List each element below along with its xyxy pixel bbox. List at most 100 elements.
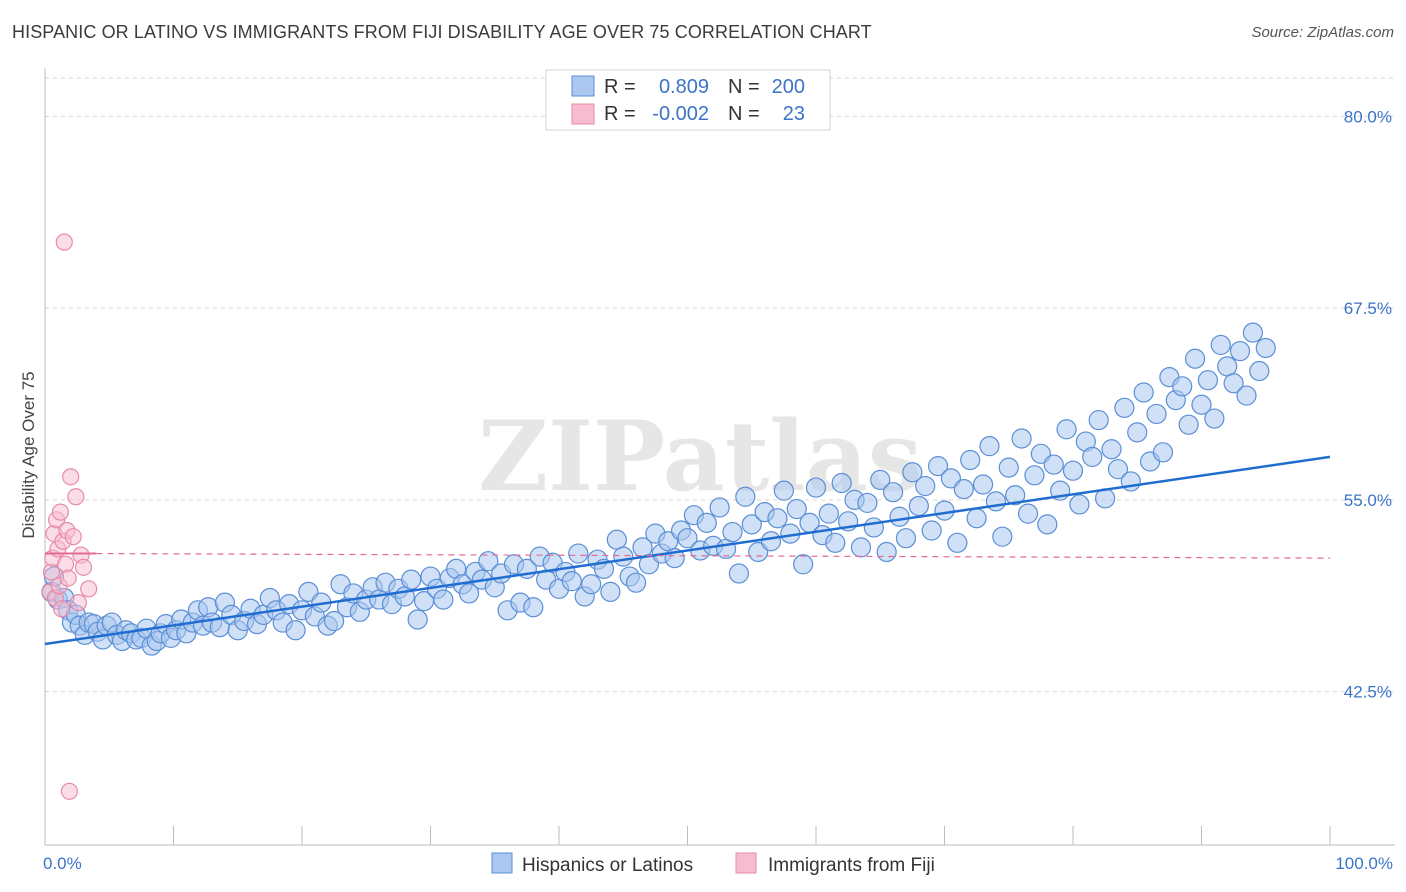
- point-hispanics-66: [407, 609, 428, 630]
- point-hispanics-140: [882, 482, 904, 503]
- point-hispanics-148: [934, 500, 955, 521]
- point-hispanics-192: [1217, 356, 1238, 377]
- legend-n-value-2: 23: [783, 103, 805, 125]
- legend-r-label-2: R =: [604, 103, 636, 125]
- point-hispanics-174: [1101, 439, 1122, 460]
- point-hispanics-47: [285, 620, 306, 641]
- point-hispanics-164: [1037, 514, 1058, 535]
- point-hispanics-118: [741, 514, 762, 535]
- x-tick-labels: 0.0% 100.0%: [43, 854, 1393, 873]
- point-hispanics-172: [1088, 409, 1109, 431]
- bottom-legend-label-2: Immigrants from Fiji: [768, 855, 935, 876]
- point-fiji-16: [62, 468, 80, 486]
- axes: [44, 68, 1395, 846]
- point-hispanics-147: [927, 456, 949, 477]
- point-hispanics-196: [1242, 322, 1264, 343]
- stats-legend: R = 0.809 N = 200 R = -0.002 N = 23: [545, 69, 831, 131]
- point-hispanics-161: [1017, 503, 1039, 524]
- point-hispanics-194: [1229, 340, 1251, 362]
- point-hispanics-153: [966, 508, 987, 529]
- point-fiji-18: [67, 488, 85, 506]
- point-hispanics-84: [523, 597, 544, 618]
- point-hispanics-167: [1056, 419, 1077, 440]
- point-hispanics-178: [1127, 422, 1148, 443]
- point-hispanics-145: [915, 475, 936, 497]
- point-hispanics-154: [972, 474, 994, 495]
- point-hispanics-117: [735, 486, 756, 507]
- point-hispanics-186: [1178, 414, 1199, 435]
- y-tick-labels: 42.5% 55.0% 67.5% 80.0%: [1344, 107, 1392, 701]
- point-fiji-22: [80, 580, 98, 598]
- point-hispanics-125: [786, 498, 807, 520]
- series-fiji-points: [41, 233, 98, 800]
- point-hispanics-175: [1107, 459, 1129, 480]
- point-hispanics-139: [876, 541, 897, 563]
- y-tick-label-0: 42.5%: [1344, 683, 1392, 702]
- point-hispanics-146: [921, 520, 942, 541]
- legend-n-label-1: N =: [728, 76, 760, 98]
- point-hispanics-113: [709, 497, 730, 518]
- bottom-legend-swatch-blue: [491, 852, 513, 874]
- legend-r-value-2: -0.002: [652, 103, 709, 125]
- bottom-legend-label-1: Hispanics or Latinos: [522, 855, 693, 876]
- point-hispanics-128: [805, 477, 827, 498]
- point-hispanics-122: [767, 508, 788, 529]
- point-hispanics-111: [696, 512, 717, 533]
- point-hispanics-165: [1043, 454, 1064, 475]
- point-hispanics-130: [818, 503, 839, 524]
- point-hispanics-100: [625, 572, 647, 593]
- point-hispanics-142: [895, 528, 917, 549]
- y-tick-label-1: 55.0%: [1344, 491, 1392, 510]
- point-fiji-8: [51, 503, 70, 521]
- point-hispanics-162: [1024, 465, 1045, 486]
- point-hispanics-181: [1146, 403, 1167, 425]
- point-hispanics-137: [863, 517, 884, 538]
- point-hispanics-96: [600, 581, 621, 602]
- point-hispanics-65: [401, 569, 422, 590]
- legend-n-label-2: N =: [728, 103, 760, 125]
- point-fiji-11: [55, 233, 73, 251]
- point-hispanics-158: [998, 457, 1019, 478]
- point-hispanics-168: [1062, 460, 1084, 481]
- point-fiji-21: [74, 558, 93, 576]
- bottom-legend-swatch-pink: [735, 852, 757, 874]
- source-label: Source: ZipAtlas.com: [1251, 24, 1394, 41]
- point-hispanics-191: [1210, 334, 1231, 356]
- point-hispanics-156: [985, 491, 1007, 512]
- point-hispanics-187: [1184, 348, 1206, 369]
- point-hispanics-185: [1172, 376, 1193, 397]
- legend-r-value-1: 0.809: [659, 76, 709, 98]
- point-hispanics-171: [1082, 446, 1103, 467]
- point-hispanics-91: [568, 543, 589, 564]
- legend-swatch-pink: [571, 103, 595, 125]
- y-axis-title: Disability Age Over 75: [19, 371, 38, 538]
- point-fiji-17: [64, 528, 82, 546]
- point-hispanics-98: [613, 546, 634, 567]
- point-hispanics-121: [760, 531, 782, 552]
- point-hispanics-126: [793, 554, 814, 575]
- point-hispanics-141: [889, 506, 910, 527]
- point-hispanics-90: [561, 571, 582, 592]
- point-hispanics-182: [1152, 442, 1174, 463]
- legend-r-label-1: R =: [604, 76, 636, 98]
- point-hispanics-197: [1249, 360, 1270, 382]
- point-hispanics-123: [773, 480, 794, 501]
- point-hispanics-136: [857, 492, 878, 514]
- point-hispanics-115: [722, 521, 743, 543]
- trendline-fiji-dashed: [96, 552, 1331, 559]
- trendline-hispanics: [44, 455, 1331, 646]
- point-hispanics-189: [1197, 370, 1219, 391]
- point-hispanics-193: [1223, 373, 1244, 394]
- legend-n-value-1: 200: [772, 76, 805, 98]
- point-hispanics-190: [1204, 408, 1225, 429]
- point-hispanics-74: [458, 583, 480, 604]
- point-hispanics-159: [1005, 485, 1026, 506]
- y-tick-label-3: 80.0%: [1344, 107, 1392, 126]
- point-hispanics-53: [324, 610, 345, 632]
- x-tick-label-0: 0.0%: [43, 854, 82, 873]
- series-legend: Hispanics or Latinos Immigrants from Fij…: [491, 852, 935, 876]
- point-fiji-14: [59, 569, 77, 587]
- point-fiji-9: [53, 600, 71, 618]
- point-hispanics-143: [902, 462, 923, 483]
